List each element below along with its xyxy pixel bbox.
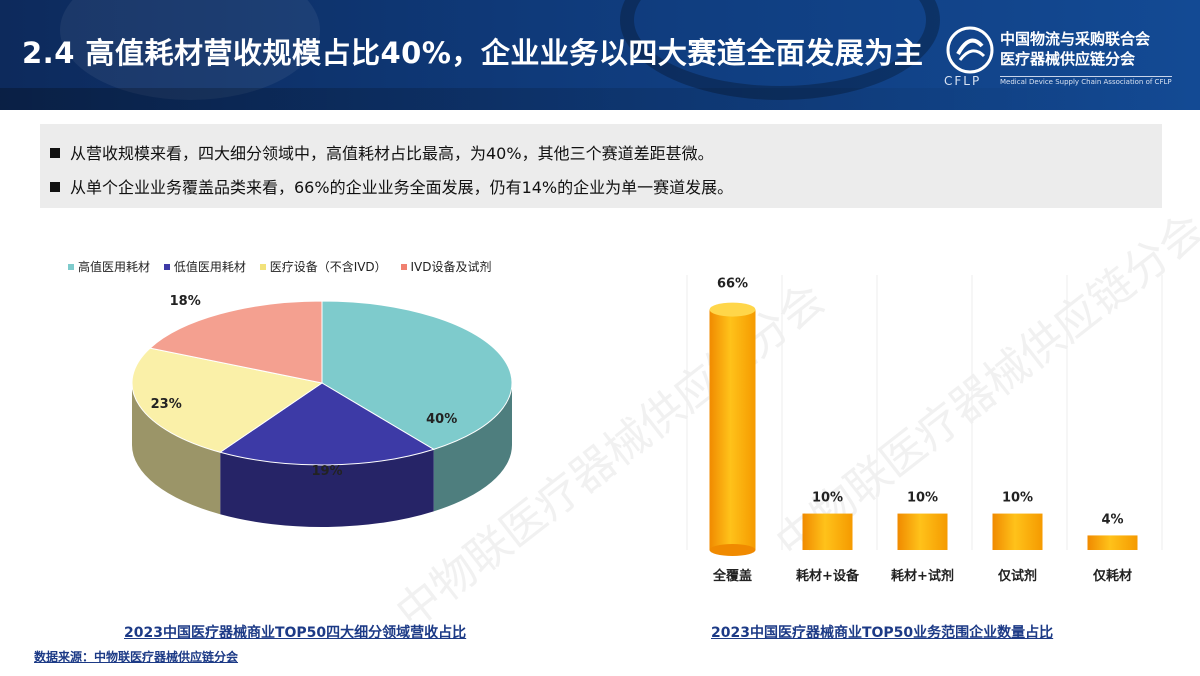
bar-base: [709, 544, 756, 556]
org-name-line1: 中国物流与采购联合会: [1000, 30, 1151, 48]
bar: [709, 309, 756, 550]
legend-swatch: [400, 263, 407, 270]
bar-data-label: 10%: [1002, 491, 1033, 506]
bar-chart: 66% 全覆盖 10% 耗材+设备 10% 耗材+试剂 10% 仅试剂 4% 仅耗材: [686, 275, 1163, 584]
pie-slice: [219, 382, 435, 466]
legend-item: IVD设备及试剂: [400, 258, 492, 275]
org-logo: 中国物流与采购联合会 医疗器械供应链分会 CFLP Medical Device…: [944, 20, 1184, 92]
bar-category-label: 耗材+设备: [796, 568, 860, 584]
bar-data-label: 10%: [907, 491, 938, 506]
bar-data-label: 10%: [812, 491, 843, 506]
bar-category-label: 耗材+试剂: [891, 568, 954, 584]
bar-chart-title: 2023中国医疗器械商业TOP50业务范围企业数量占比: [711, 625, 1054, 641]
bar-data-label: 66%: [717, 277, 748, 292]
bar: [897, 513, 948, 550]
legend-label: 低值医用耗材: [173, 260, 246, 274]
bar-category-label: 全覆盖: [712, 568, 752, 584]
org-english-name: Medical Device Supply Chain Association …: [1000, 76, 1172, 86]
pie-legend: 高值医用耗材 低值医用耗材 医疗设备（不含IVD） IVD设备及试剂: [68, 258, 502, 275]
legend-item: 低值医用耗材: [163, 258, 246, 275]
bar: [992, 513, 1043, 550]
summary-bullet-text: 从单个企业业务覆盖品类来看，66%的企业业务全面发展，仍有14%的企业为单一赛道…: [70, 178, 734, 197]
summary-box: 从营收规模来看，四大细分领域中，高值耗材占比最高，为40%，其他三个赛道差距甚微…: [40, 124, 1162, 208]
summary-bullet: 从单个企业业务覆盖品类来看，66%的企业业务全面发展，仍有14%的企业为单一赛道…: [50, 174, 733, 198]
summary-bullet: 从营收规模来看，四大细分领域中，高值耗材占比最高，为40%，其他三个赛道差距甚微…: [50, 140, 714, 164]
org-abbreviation: CFLP: [944, 74, 982, 88]
bar-category-label: 仅耗材: [1092, 568, 1132, 584]
bar-data-label: 4%: [1101, 512, 1123, 527]
legend-swatch: [68, 263, 74, 270]
legend-swatch: [259, 263, 266, 270]
pie-slice: [131, 347, 324, 453]
bullet-square-icon: [50, 147, 60, 158]
pie-data-label: 40%: [426, 412, 457, 427]
legend-item: 医疗设备（不含IVD）: [259, 258, 387, 275]
pie-data-label: 19%: [311, 464, 342, 479]
legend-swatch: [163, 263, 170, 270]
legend-label: 高值医用耗材: [78, 260, 151, 274]
pie-slice: [149, 300, 323, 384]
legend-label: 医疗设备（不含IVD）: [269, 260, 387, 274]
pie-data-label: 18%: [170, 294, 201, 309]
pie-slice-side: [433, 383, 512, 512]
bar: [1087, 535, 1138, 550]
header-decoration: [0, 88, 1200, 110]
data-source: 数据来源：中物联医疗器械供应链分会: [34, 650, 239, 664]
bar-cap: [709, 302, 756, 317]
bar: [802, 513, 853, 550]
summary-bullet-text: 从营收规模来看，四大细分领域中，高值耗材占比最高，为40%，其他三个赛道差距甚微…: [70, 144, 714, 163]
org-logo-icon: [946, 26, 994, 74]
legend-item: 高值医用耗材: [68, 258, 150, 275]
pie-data-label: 23%: [151, 397, 182, 412]
pie-chart: 40% 19% 23% 18%: [131, 294, 513, 527]
bar-category-label: 仅试剂: [997, 568, 1037, 584]
pie-chart-title: 2023中国医疗器械商业TOP50四大细分领域营收占比: [124, 625, 467, 641]
page-title: 2.4 高值耗材营收规模占比40%，企业业务以四大赛道全面发展为主: [22, 36, 924, 70]
pie-slice-side: [220, 449, 434, 527]
legend-label: IVD设备及试剂: [410, 260, 492, 274]
pie-slice-side: [132, 383, 221, 515]
bullet-square-icon: [50, 181, 60, 192]
org-name-line2: 医疗器械供应链分会: [1000, 50, 1136, 68]
pie-slice: [321, 300, 513, 450]
header-banner: 2.4 高值耗材营收规模占比40%，企业业务以四大赛道全面发展为主 中国物流与采…: [0, 0, 1200, 110]
